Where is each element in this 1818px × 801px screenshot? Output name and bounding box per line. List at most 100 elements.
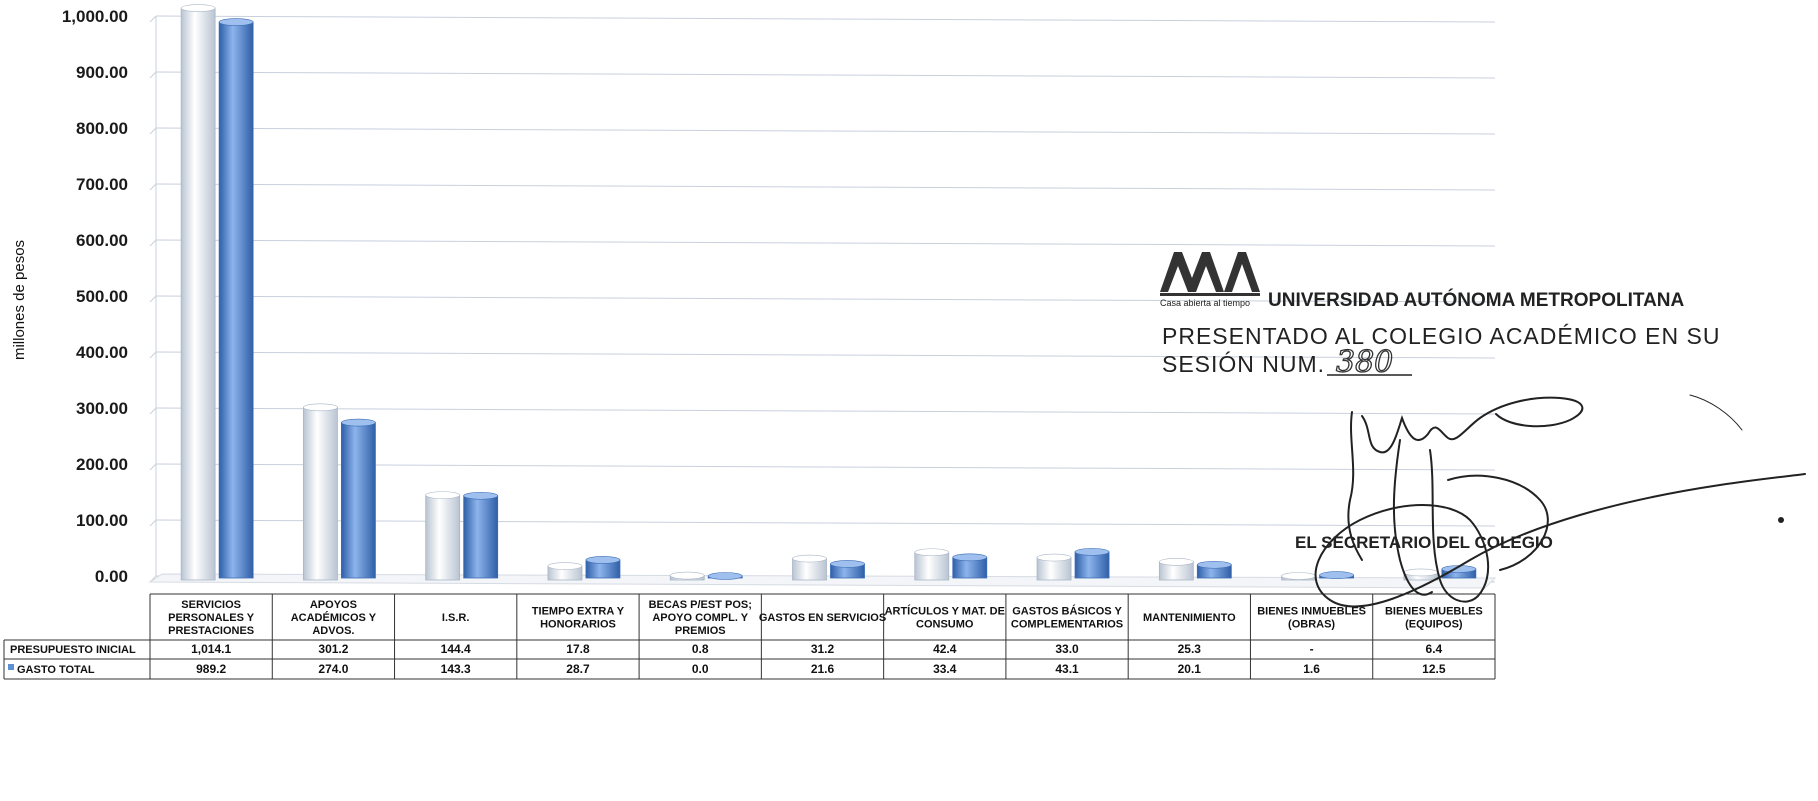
- bar-presupuesto-inicial: [914, 551, 950, 581]
- y-tick-label: 100.00: [76, 511, 128, 530]
- gridline: [155, 407, 1496, 415]
- bar-top: [303, 403, 338, 412]
- gridline-tick: [149, 71, 157, 79]
- stamp-presented-line: PRESENTADO AL COLEGIO ACADÉMICO EN SU: [1162, 323, 1720, 349]
- bar-top: [792, 554, 827, 563]
- data-label: 144.4: [441, 642, 471, 656]
- gridline-tick: [149, 295, 157, 303]
- data-label: 25.3: [1178, 642, 1202, 656]
- gridline: [155, 295, 1496, 303]
- category-label: APOYO COMPL. Y: [652, 612, 748, 624]
- bar-top: [1281, 572, 1316, 580]
- gridline-tick: [149, 351, 157, 359]
- y-tick-label: 700.00: [76, 175, 128, 194]
- university-motto: Casa abierta al tiempo: [1160, 298, 1250, 308]
- university-name: UNIVERSIDAD AUTÓNOMA METROPOLITANA: [1268, 289, 1685, 311]
- gridline: [155, 351, 1496, 359]
- category-label: BIENES INMUEBLES: [1257, 606, 1366, 618]
- y-tick-label: 600.00: [76, 231, 128, 250]
- bar-top: [707, 572, 743, 580]
- gridline: [155, 239, 1496, 247]
- bar-top: [1159, 558, 1194, 566]
- bar-top: [830, 560, 865, 568]
- stamp-dot: [1778, 517, 1784, 523]
- gridline: [155, 71, 1496, 79]
- category-label: BIENES MUEBLES: [1385, 606, 1483, 618]
- y-tick-label: 200.00: [76, 455, 128, 474]
- data-label: 1.6: [1303, 662, 1320, 676]
- legend-presupuesto-inicial: PRESUPUESTO INICIAL: [10, 644, 136, 656]
- y-tick-label: 800.00: [76, 119, 128, 138]
- legend-swatch-gasto-total: [8, 664, 14, 670]
- gridline-tick: [149, 127, 157, 135]
- y-tick-label: 0.00: [95, 567, 128, 586]
- category-label: PRESTACIONES: [168, 625, 254, 637]
- bar-top: [463, 491, 498, 500]
- bar-gasto-total: [218, 21, 254, 579]
- bar-top: [585, 556, 621, 564]
- gridline-tick: [149, 519, 157, 527]
- y-tick-label: 500.00: [76, 287, 128, 306]
- category-label: (OBRAS): [1288, 619, 1335, 631]
- gridline: [155, 183, 1496, 191]
- data-label: 17.8: [566, 642, 590, 656]
- data-label: 143.3: [441, 662, 471, 676]
- category-label: PREMIOS: [675, 625, 726, 637]
- secretary-title: EL SECRETARIO DEL COLEGIO: [1295, 533, 1553, 552]
- category-label: BECAS P/EST POS;: [649, 599, 752, 611]
- bar-presupuesto-inicial: [180, 7, 216, 581]
- y-axis-label: millones de pesos: [11, 240, 28, 360]
- bar-top: [341, 418, 376, 427]
- category-label: ARTÍCULOS Y MAT. DE: [885, 605, 1005, 618]
- y-tick-label: 1,000.00: [62, 7, 128, 26]
- bar-presupuesto-inicial: [425, 494, 461, 581]
- data-label: 1,014.1: [191, 642, 231, 656]
- bar-top: [1403, 568, 1439, 577]
- session-number-handwritten: 380: [1336, 345, 1393, 380]
- data-label: 33.0: [1055, 642, 1079, 656]
- bar-top: [218, 18, 254, 26]
- bar-top: [1319, 571, 1354, 579]
- uam-logo-icon: [1160, 252, 1260, 296]
- category-label: ACADÉMICOS Y: [291, 611, 377, 624]
- data-label: 28.7: [566, 662, 590, 676]
- bar-top: [547, 562, 583, 570]
- bar-top: [952, 553, 988, 562]
- bar-top: [669, 571, 705, 580]
- category-label: SERVICIOS: [181, 599, 241, 611]
- category-label: ADVOS.: [312, 625, 354, 637]
- gridline-tick: [149, 183, 157, 191]
- category-label: PERSONALES Y: [168, 612, 255, 624]
- gridline: [155, 519, 1496, 527]
- gridline-tick: [149, 407, 157, 415]
- category-label: TIEMPO EXTRA Y: [532, 606, 625, 618]
- gridline-tick: [149, 15, 157, 23]
- gridline: [155, 463, 1496, 471]
- data-label: 12.5: [1422, 662, 1446, 676]
- data-label: 0.8: [692, 642, 709, 656]
- bar-gasto-total: [463, 495, 499, 579]
- category-label: I.S.R.: [442, 612, 470, 624]
- gridline: [155, 127, 1496, 135]
- gridline: [155, 15, 1496, 23]
- bar-top: [180, 4, 216, 12]
- bar-top: [1074, 548, 1110, 556]
- data-label: 43.1: [1055, 662, 1079, 676]
- category-label: HONORARIOS: [540, 619, 616, 631]
- bar-top: [1197, 560, 1232, 569]
- data-label: 31.2: [811, 642, 835, 656]
- y-tick-label: 900.00: [76, 63, 128, 82]
- data-label: 21.6: [811, 662, 835, 676]
- category-label: MANTENIMIENTO: [1143, 612, 1236, 624]
- gridlines: [149, 15, 1496, 583]
- category-label: CONSUMO: [916, 619, 974, 631]
- gridline-tick: [149, 463, 157, 471]
- stamp-session-label: SESIÓN NUM.: [1162, 351, 1325, 377]
- category-label: APOYOS: [310, 599, 357, 611]
- legend-gasto-total: GASTO TOTAL: [17, 664, 95, 676]
- data-label: 0.0: [692, 662, 709, 676]
- data-label: 33.4: [933, 662, 957, 676]
- y-tick-label: 300.00: [76, 399, 128, 418]
